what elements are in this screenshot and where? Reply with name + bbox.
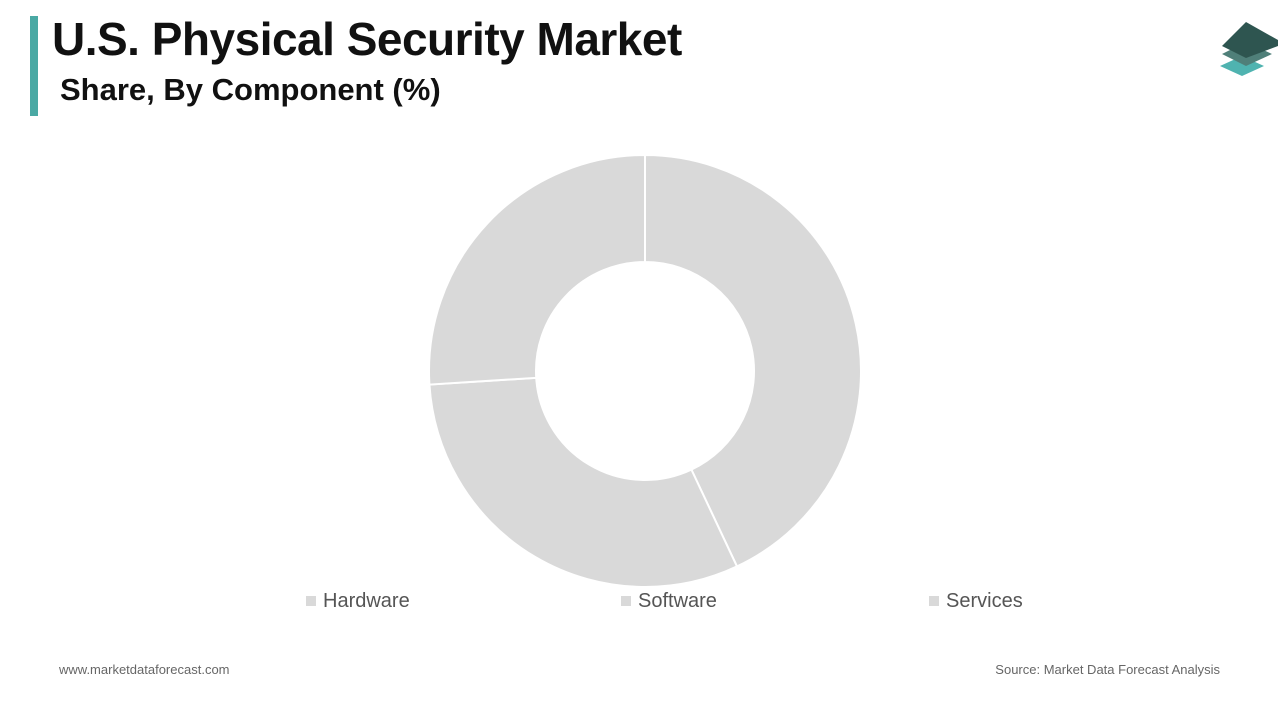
legend-label: Services — [946, 589, 1023, 612]
legend-label: Hardware — [323, 589, 410, 612]
legend-item-services: Services — [929, 590, 1023, 612]
donut-slice-hardware — [644, 153, 862, 568]
legend-swatch — [306, 596, 316, 606]
donut-slice-services — [428, 153, 646, 386]
logo-layer-top — [1222, 22, 1278, 58]
stacked-layers-logo-icon — [1220, 22, 1278, 76]
page-title: U.S. Physical Security Market — [52, 13, 682, 65]
footer-website: www.marketdataforecast.com — [59, 662, 230, 677]
legend-swatch — [621, 596, 631, 606]
legend-item-software: Software — [621, 590, 717, 612]
footer-source: Source: Market Data Forecast Analysis — [995, 662, 1220, 677]
page-subtitle: Share, By Component (%) — [60, 72, 441, 107]
legend-label: Software — [638, 589, 717, 612]
donut-slice-software — [428, 376, 739, 588]
legend-item-hardware: Hardware — [306, 590, 410, 612]
legend-swatch — [929, 596, 939, 606]
title-accent-bar — [30, 16, 38, 116]
